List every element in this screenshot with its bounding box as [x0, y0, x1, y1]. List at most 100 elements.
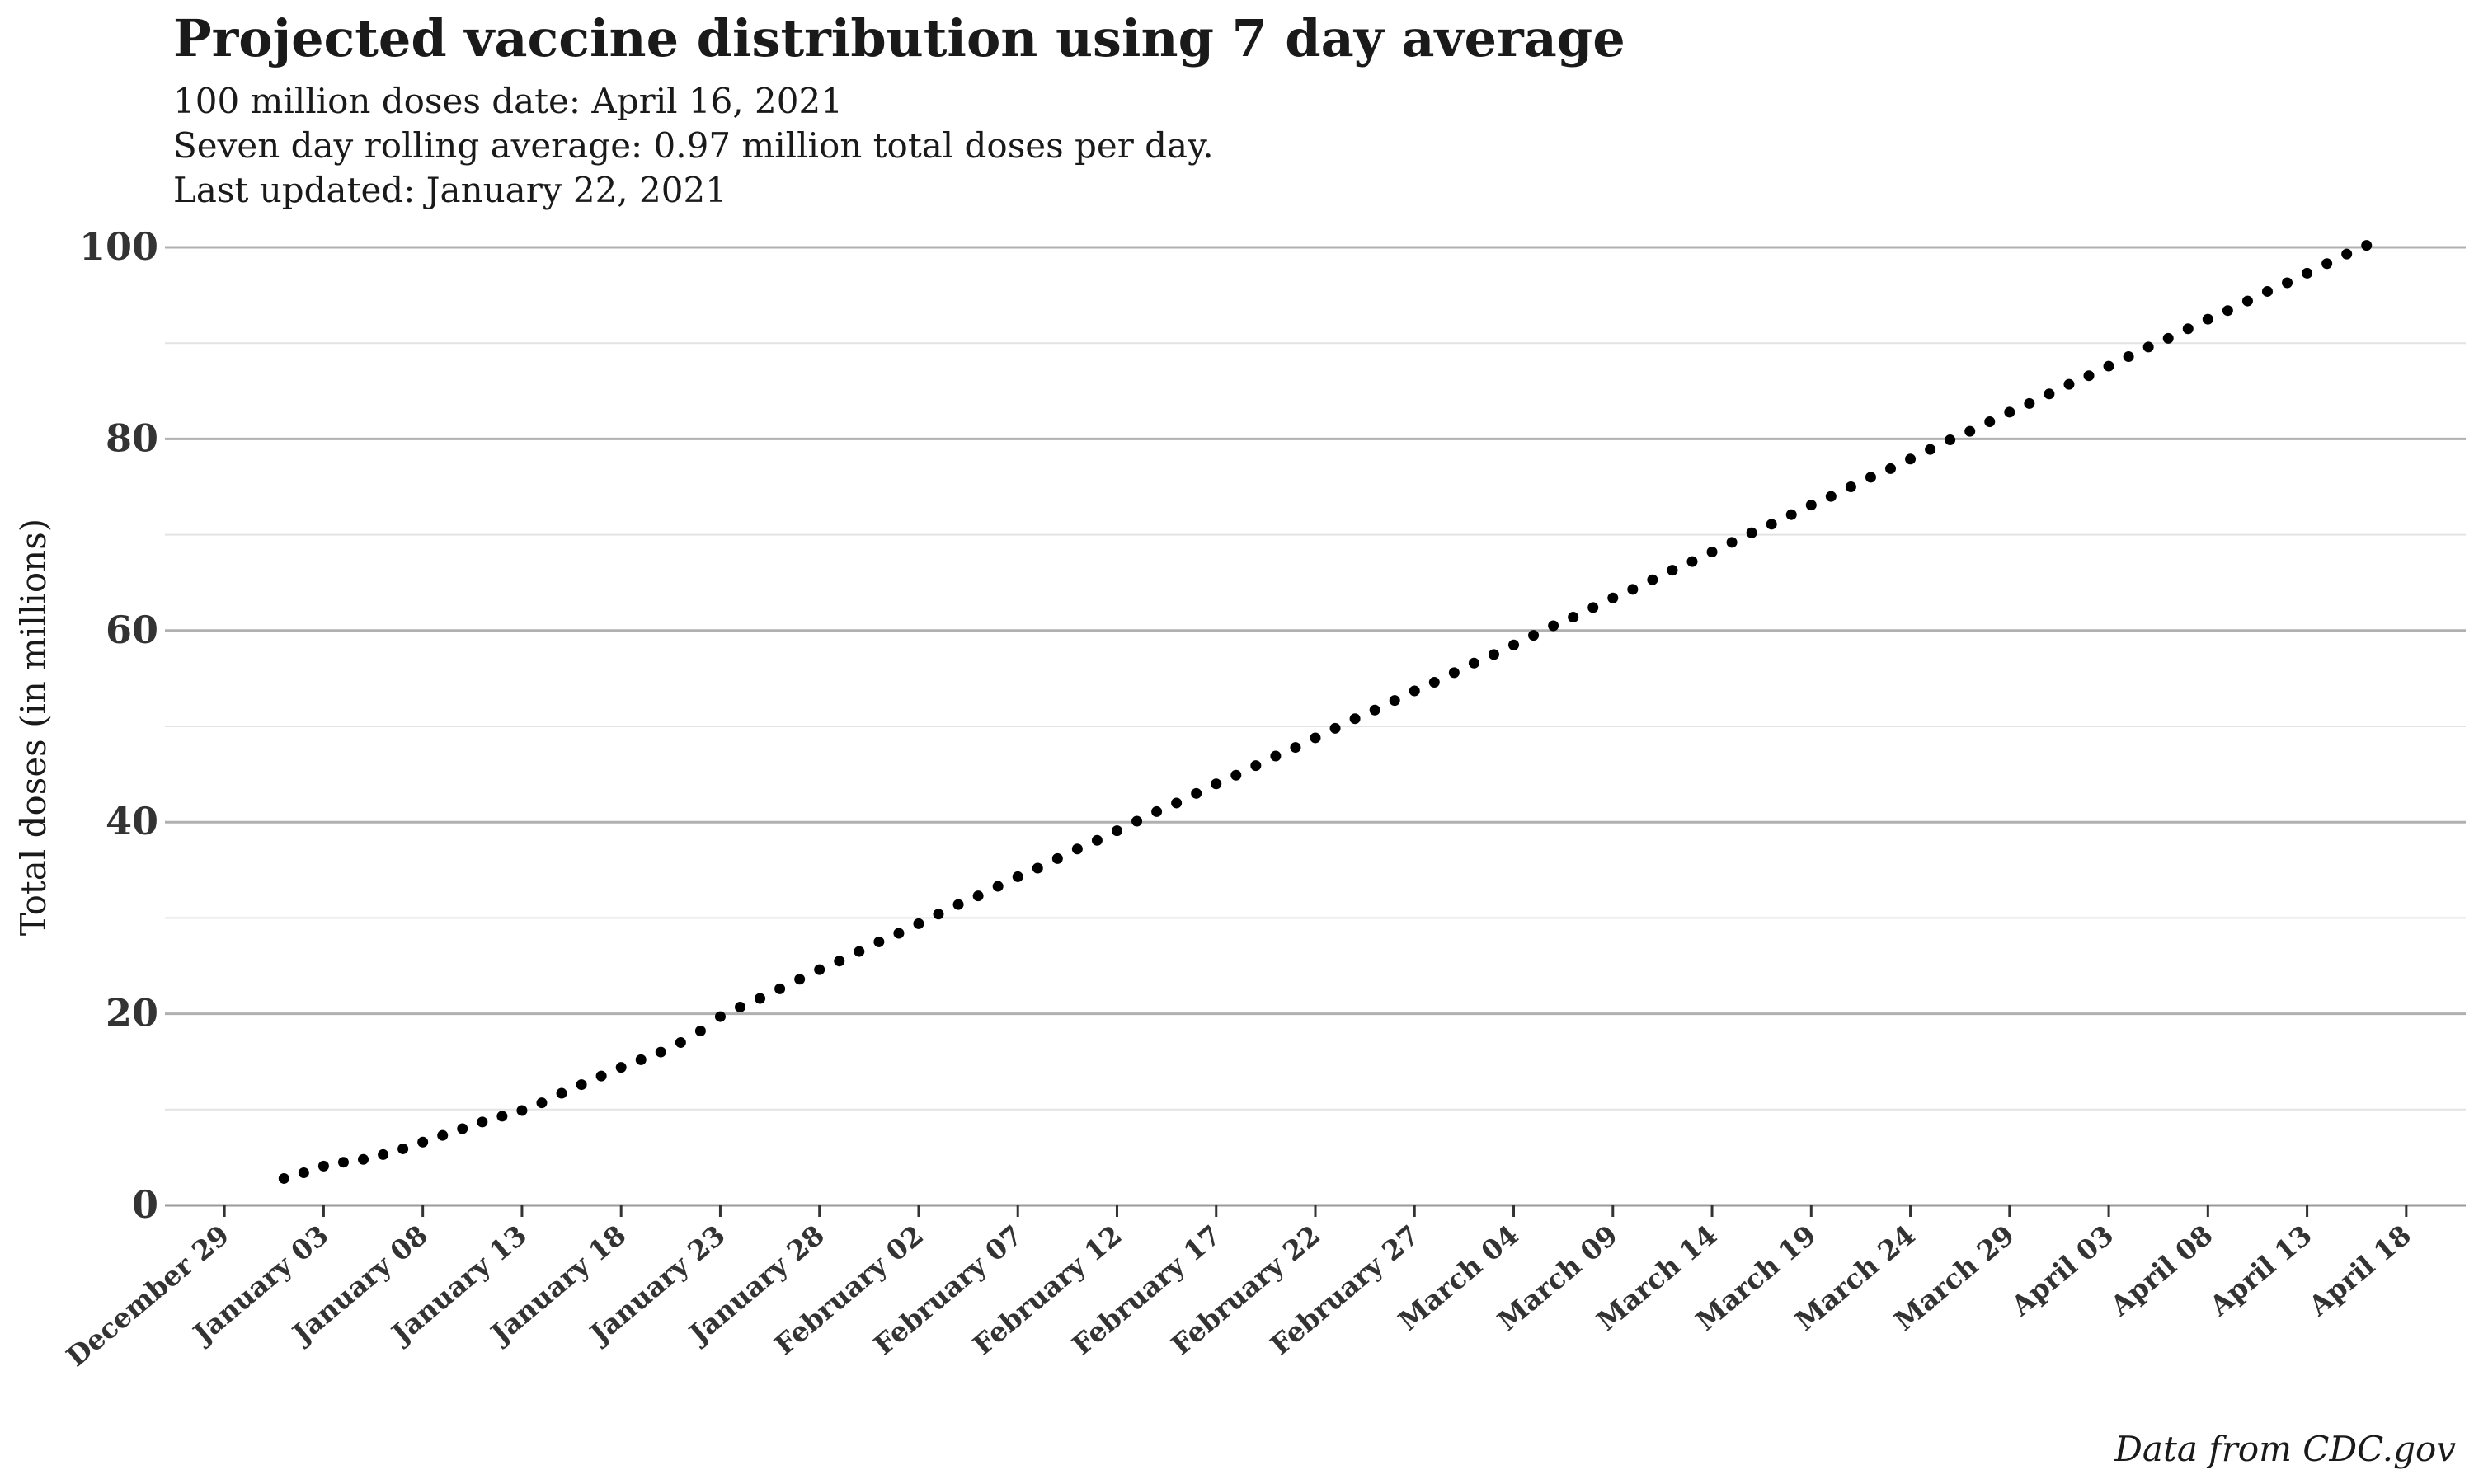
- x-tick-label: April 08: [2104, 1219, 2219, 1322]
- data-point: [1766, 519, 1777, 530]
- y-tick-label: 60: [106, 608, 158, 652]
- data-point: [378, 1148, 389, 1160]
- data-point: [2024, 397, 2035, 409]
- source-caption: Data from CDC.gov: [2114, 1429, 2456, 1469]
- data-point: [1171, 797, 1183, 809]
- y-tick-label: 80: [106, 416, 158, 460]
- data-point: [1805, 500, 1817, 511]
- data-point: [1726, 537, 1738, 548]
- data-point: [1111, 825, 1122, 837]
- data-point: [655, 1046, 666, 1058]
- data-point: [1270, 750, 1282, 762]
- data-point: [2321, 258, 2333, 270]
- data-point: [1607, 592, 1619, 603]
- data-point: [397, 1143, 409, 1154]
- data-point: [1428, 677, 1440, 688]
- data-point: [496, 1111, 508, 1122]
- data-point: [2123, 350, 2134, 362]
- data-point: [1131, 815, 1143, 827]
- data-point: [1290, 742, 1301, 754]
- data-point: [1051, 852, 1063, 864]
- y-tick-labels: 0 20 40 60 80 100: [79, 224, 158, 1227]
- data-point: [1191, 787, 1202, 799]
- data-point: [1329, 722, 1341, 734]
- data-point: [2142, 341, 2154, 353]
- chart-title: Projected vaccine distribution using 7 d…: [173, 8, 1625, 68]
- data-point: [1845, 481, 1856, 492]
- y-tick-label: 0: [132, 1182, 158, 1227]
- data-point: [1012, 871, 1023, 882]
- data-point: [1310, 732, 1321, 744]
- data-point: [952, 899, 964, 910]
- data-point: [1211, 778, 1222, 790]
- data-point: [2202, 313, 2213, 325]
- data-point: [1409, 685, 1420, 697]
- x-tick-label: April 13: [2203, 1219, 2318, 1322]
- data-point: [1964, 425, 1976, 437]
- data-point: [1885, 463, 1896, 474]
- data-point: [1925, 444, 1936, 455]
- data-points: [278, 240, 2373, 1184]
- data-point: [1389, 695, 1400, 707]
- x-tick-label: April 18: [2302, 1219, 2417, 1322]
- data-point: [1528, 630, 1540, 641]
- data-point: [933, 909, 944, 920]
- subtitle-doses-date: 100 million doses date: April 16, 2021: [173, 81, 843, 121]
- data-point: [2282, 277, 2293, 289]
- data-point: [1587, 602, 1599, 613]
- data-point: [1647, 574, 1658, 585]
- data-point: [317, 1160, 329, 1172]
- data-point: [2302, 267, 2313, 279]
- minor-gridlines: [165, 342, 2466, 1111]
- data-point: [774, 983, 786, 994]
- y-axis-label: Total doses (in millions): [13, 519, 54, 936]
- data-point: [2341, 248, 2353, 260]
- data-point: [2063, 378, 2075, 390]
- data-point: [913, 918, 924, 929]
- y-tick-label: 40: [106, 799, 158, 843]
- data-point: [1746, 527, 1757, 538]
- data-point: [615, 1062, 627, 1073]
- data-point: [2182, 323, 2194, 335]
- data-point: [516, 1105, 528, 1116]
- data-point: [437, 1129, 449, 1141]
- data-point: [1627, 584, 1639, 595]
- data-point: [814, 964, 825, 975]
- x-tick-label: December 29: [60, 1219, 235, 1373]
- data-point: [755, 993, 766, 1004]
- data-point: [2004, 406, 2015, 418]
- data-point: [1905, 453, 1917, 465]
- data-point: [278, 1172, 289, 1184]
- y-tick-label: 20: [106, 991, 158, 1036]
- subtitle-last-updated: Last updated: January 22, 2021: [173, 170, 727, 210]
- data-point: [2261, 285, 2273, 297]
- data-point: [337, 1157, 349, 1168]
- data-point: [1250, 760, 1262, 772]
- data-point: [556, 1087, 567, 1099]
- data-point: [576, 1079, 587, 1091]
- data-point: [1865, 472, 1876, 483]
- data-point: [972, 890, 984, 902]
- data-point: [536, 1097, 548, 1109]
- data-point: [1091, 834, 1103, 846]
- data-point: [1230, 769, 1242, 781]
- data-point: [873, 936, 885, 947]
- data-point: [1488, 649, 1499, 660]
- data-point: [1369, 704, 1380, 716]
- data-point: [735, 1001, 745, 1012]
- data-point: [595, 1070, 607, 1082]
- data-point: [1568, 612, 1579, 623]
- x-tick-label: April 03: [2005, 1219, 2120, 1322]
- data-point: [1785, 509, 1797, 520]
- data-point: [2361, 240, 2373, 251]
- data-point: [675, 1036, 686, 1048]
- data-point: [794, 974, 806, 985]
- data-point: [834, 956, 845, 967]
- data-point: [1349, 713, 1361, 725]
- data-point: [1825, 491, 1837, 502]
- data-point: [1071, 843, 1083, 855]
- data-point: [2241, 295, 2253, 307]
- data-point: [635, 1054, 647, 1065]
